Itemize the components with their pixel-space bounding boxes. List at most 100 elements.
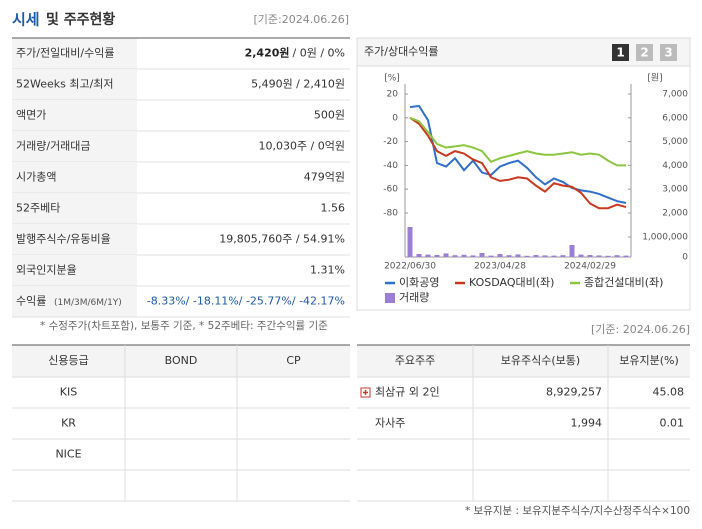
- table-cell: 1,994: [571, 417, 603, 430]
- y2-tick-label: 4,000: [662, 161, 688, 171]
- series-line: [409, 104, 627, 204]
- y2-unit: [원]: [647, 73, 662, 84]
- row-label: 액면가: [16, 109, 46, 122]
- row-value: 1.31%: [310, 264, 345, 277]
- volume-bar: [452, 255, 458, 257]
- table-header: 주요주주: [395, 354, 435, 367]
- volume-bar: [605, 255, 611, 257]
- label-cell: [12, 255, 137, 286]
- table-cell: KR: [61, 417, 76, 430]
- volume-bar: [533, 255, 539, 257]
- y-tick-label: 20: [387, 90, 399, 100]
- x-tick-label: 2023/04/28: [474, 262, 526, 272]
- row-label: 시가총액: [16, 171, 56, 184]
- holder-note: * 보유지분 : 보유지분주식수/지수산정주식수×100: [465, 505, 690, 517]
- row-label: 거래량/거래대금: [16, 140, 91, 153]
- label-cell: [12, 286, 137, 317]
- volume-bar: [515, 254, 521, 257]
- volume-bar: [569, 245, 575, 257]
- label-cell: [12, 100, 137, 131]
- y-unit: [%]: [384, 74, 400, 84]
- legend-label: KOSDAQ대비(좌): [469, 276, 554, 289]
- y2-tick-label: 2,000: [662, 209, 688, 219]
- y-tick-label: -20: [383, 137, 398, 147]
- table-header: 보유지분(%): [619, 354, 679, 367]
- note: * 수정주가(차트포함), 보통주 기준, * 52주베타: 주간수익률 기준: [40, 320, 328, 332]
- label-cell: [12, 224, 137, 255]
- table-header: 보유주식수(보통): [501, 354, 580, 367]
- series-line: [409, 116, 627, 210]
- volume-tick-label: 1,000,000: [642, 233, 688, 243]
- table-header-bg: [12, 345, 350, 377]
- y-tick-label: 0: [392, 113, 398, 123]
- volume-bar: [479, 253, 485, 257]
- volume-bar: [443, 253, 449, 257]
- chart-frame: [356, 37, 691, 311]
- row-value: 10,030주 / 0억원: [258, 140, 345, 153]
- row-value: 5,490원 / 2,410원: [251, 78, 345, 91]
- y2-tick-label: 7,000: [662, 90, 688, 100]
- row-value: -8.33%/ -18.11%/ -25.77%/ -42.17%: [147, 295, 345, 308]
- y-tick-label: -80: [383, 209, 398, 219]
- legend-swatch: [385, 293, 395, 303]
- table-header: 신용등급: [48, 354, 88, 367]
- tab-button[interactable]: [612, 44, 629, 61]
- tab-button[interactable]: [636, 44, 653, 61]
- row-value-bold: 2,420원: [245, 46, 290, 60]
- row-value: 500원: [314, 109, 345, 122]
- table-cell: 0.01: [660, 417, 685, 430]
- legend-label: 종합건설대비(좌): [584, 276, 663, 289]
- volume-bar: [434, 255, 440, 257]
- table-cell: 자사주: [375, 417, 405, 430]
- volume-bar: [587, 255, 593, 257]
- row-sublabel: (1M/3M/6M/1Y): [54, 298, 122, 308]
- y-tick-label: -60: [383, 185, 398, 195]
- tab-label[interactable]: 2: [640, 46, 648, 60]
- row-value: 1.56: [321, 202, 346, 215]
- row-label: 52Weeks 최고/최저: [16, 78, 114, 91]
- x-tick-label: 2024/02/29: [564, 262, 616, 272]
- row-label: 수익률: [16, 295, 46, 308]
- row-label: 발행주식수/유동비율: [16, 233, 111, 246]
- table-header: BOND: [165, 354, 198, 367]
- legend-label: 이화공영: [399, 276, 439, 289]
- legend-label: 거래량: [399, 291, 429, 304]
- label-cell: [12, 131, 137, 162]
- y2-tick-label: 6,000: [662, 113, 688, 123]
- holder-date: [기준: 2024.06.26]: [591, 323, 690, 336]
- volume-bar: [542, 255, 548, 257]
- title-rest: 및 주주현황: [46, 11, 115, 28]
- volume-bar: [596, 255, 602, 257]
- volume-tick-label: 0: [682, 253, 688, 263]
- table-cell: NICE: [55, 448, 81, 461]
- tab-button[interactable]: [660, 44, 677, 61]
- chart-title: 주가/상대수익률: [364, 45, 439, 58]
- expand-plus: [363, 390, 368, 395]
- x-tick-label: 2022/06/30: [384, 262, 436, 272]
- volume-bar: [524, 255, 530, 257]
- table-cell: 최삼규 외 2인: [375, 386, 440, 399]
- row-value: 19,805,760주 / 54.91%: [219, 233, 345, 246]
- y2-tick-label: 5,000: [662, 137, 688, 147]
- row-value: 479억원: [304, 171, 345, 184]
- tab-label[interactable]: 1: [616, 46, 624, 60]
- row-label: 주가/전일대비/수익률: [16, 46, 115, 60]
- volume-bar: [506, 255, 512, 257]
- y2-tick-label: 3,000: [662, 185, 688, 195]
- table-cell: 45.08: [653, 386, 685, 399]
- volume-bar: [425, 254, 431, 257]
- label-cell: [12, 162, 137, 193]
- table-cell: KIS: [60, 386, 77, 399]
- volume-bar: [551, 255, 557, 257]
- tab-label[interactable]: 3: [664, 46, 672, 60]
- chart-header: [356, 37, 691, 67]
- volume-bar: [416, 254, 422, 257]
- volume-bar: [488, 255, 494, 257]
- volume-bar: [560, 255, 566, 257]
- volume-bar: [407, 227, 413, 257]
- label-cell: [12, 38, 137, 69]
- volume-bar: [614, 255, 620, 257]
- table-cell: 8,929,257: [546, 386, 602, 399]
- table-header-bg: [357, 345, 690, 377]
